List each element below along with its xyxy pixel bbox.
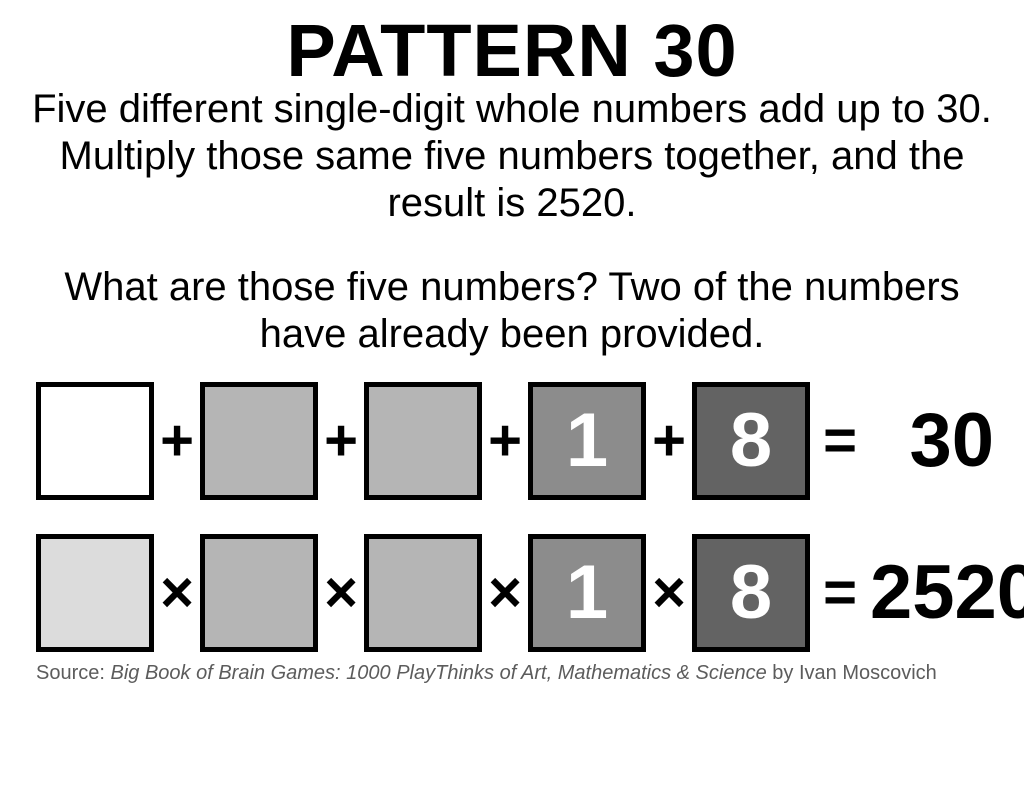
- equation-multiplication: × × × 1 × 8 = 2520: [36, 534, 998, 652]
- multiplication-result: 2520: [870, 549, 1024, 636]
- times-operator: ×: [318, 559, 364, 626]
- addition-box-1[interactable]: [36, 382, 154, 500]
- times-operator: ×: [646, 559, 692, 626]
- puzzle-title: PATTERN 30: [26, 14, 998, 88]
- puzzle-card: PATTERN 30 Five different single-digit w…: [0, 0, 1024, 789]
- multiplication-box-5: 8: [692, 534, 810, 652]
- plus-operator: +: [318, 407, 364, 474]
- source-citation: Source: Big Book of Brain Games: 1000 Pl…: [26, 662, 998, 685]
- equals-sign: =: [810, 407, 870, 474]
- source-by: by: [767, 662, 799, 684]
- puzzle-question: What are those five numbers? Two of the …: [26, 264, 998, 358]
- equation-addition: + + + 1 + 8 = 30: [36, 382, 998, 500]
- equations-block: + + + 1 + 8 = 30 × × × 1 × 8 = 2520: [26, 382, 998, 652]
- times-operator: ×: [482, 559, 528, 626]
- source-book-title: Big Book of Brain Games: 1000 PlayThinks…: [110, 662, 766, 684]
- addition-box-4: 1: [528, 382, 646, 500]
- addition-result: 30: [870, 397, 998, 484]
- puzzle-description: Five different single-digit whole number…: [26, 86, 998, 228]
- addition-box-3[interactable]: [364, 382, 482, 500]
- multiplication-box-4: 1: [528, 534, 646, 652]
- addition-box-2[interactable]: [200, 382, 318, 500]
- times-operator: ×: [154, 559, 200, 626]
- source-author: Ivan Moscovich: [799, 662, 937, 684]
- plus-operator: +: [646, 407, 692, 474]
- multiplication-box-3[interactable]: [364, 534, 482, 652]
- multiplication-box-1[interactable]: [36, 534, 154, 652]
- equals-sign: =: [810, 559, 870, 626]
- multiplication-box-2[interactable]: [200, 534, 318, 652]
- plus-operator: +: [482, 407, 528, 474]
- source-label: Source:: [36, 662, 110, 684]
- addition-box-5: 8: [692, 382, 810, 500]
- plus-operator: +: [154, 407, 200, 474]
